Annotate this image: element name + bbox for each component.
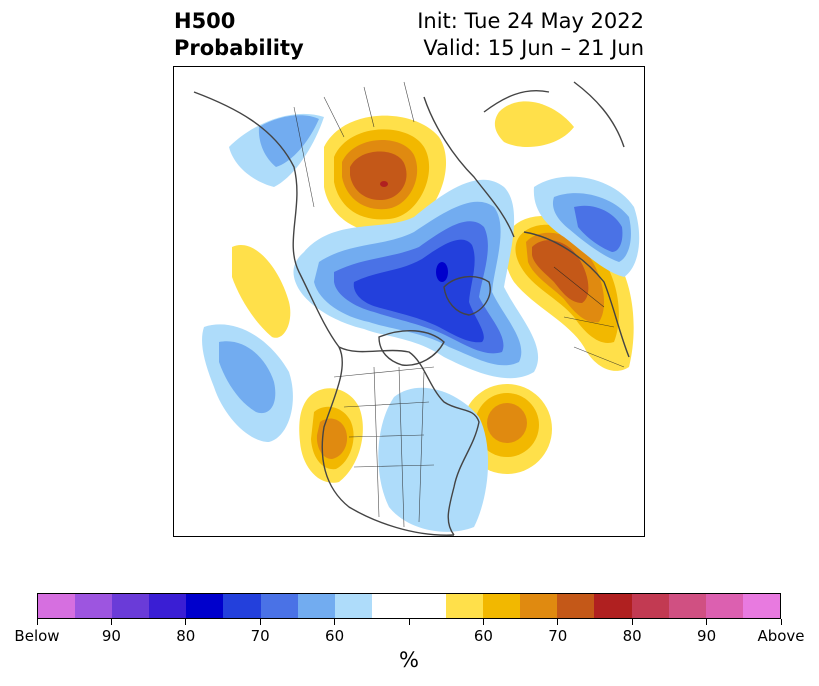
anomaly-above-western-us [299, 388, 363, 483]
colorbar-tick-label: 90 [697, 627, 717, 645]
colorbar-tick-label: Below [14, 627, 60, 645]
valid-range: Valid: 15 Jun – 21 Jun [423, 36, 644, 60]
colorbar-swatch [483, 594, 521, 618]
init-date: Init: Tue 24 May 2022 [417, 9, 644, 33]
colorbar-tick [185, 619, 187, 625]
anomaly-below-arctic [293, 179, 539, 379]
colorbar-swatch [594, 594, 632, 618]
colorbar-swatch [112, 594, 150, 618]
colorbar-tick [259, 619, 261, 625]
colorbar-swatch [75, 594, 113, 618]
colorbar-tick [110, 619, 112, 625]
colorbar-swatch [297, 594, 335, 618]
colorbar-tick-label: 60 [325, 627, 345, 645]
colorbar-tick [706, 619, 708, 625]
colorbar-tick [334, 619, 336, 625]
anomaly-below-east-siberia [533, 176, 640, 277]
anomaly-above-pacific [232, 245, 291, 338]
political-borders [293, 81, 625, 528]
anomaly-above-alaska [324, 115, 447, 233]
colorbar-swatch [371, 594, 409, 618]
colorbar-tick [780, 619, 782, 625]
colorbar-swatch [705, 594, 743, 618]
title-block-right: Init: Tue 24 May 2022 Valid: 15 Jun – 21… [417, 8, 644, 62]
colorbar-swatch [557, 594, 595, 618]
colorbar-swatch [149, 594, 187, 618]
colorbar-tick [36, 619, 38, 625]
probability-map [193, 81, 640, 536]
coastlines [193, 81, 630, 536]
colorbar-swatch [742, 594, 780, 618]
colorbar-tick-label: 70 [548, 627, 568, 645]
anomaly-below-eastern-us [378, 387, 489, 532]
map-panel [173, 66, 645, 537]
colorbar-tick [631, 619, 633, 625]
colorbar-swatch [223, 594, 261, 618]
title-block-left: H500 Probability [174, 8, 304, 62]
title-type: Probability [174, 36, 304, 60]
colorbar-tick-label: 80 [622, 627, 642, 645]
colorbar-swatch [520, 594, 558, 618]
colorbar-swatch [446, 594, 484, 618]
colorbar-tick [408, 619, 410, 625]
colorbar-swatch [334, 594, 372, 618]
anomaly-above-siberia [494, 101, 574, 147]
colorbar-swatch [260, 594, 298, 618]
colorbar [37, 593, 781, 619]
colorbar-swatch [38, 594, 76, 618]
colorbar-tick-label: 90 [101, 627, 121, 645]
title-variable: H500 [174, 9, 236, 33]
colorbar-swatch [186, 594, 224, 618]
colorbar-unit-label: % [399, 648, 419, 672]
anomaly-below-alaska-nw [229, 113, 324, 187]
colorbar-tick [482, 619, 484, 625]
colorbar-tick-label: 60 [473, 627, 493, 645]
colorbar-tick-label: 70 [250, 627, 270, 645]
colorbar-tick-label: Above [757, 627, 805, 645]
colorbar-tick [557, 619, 559, 625]
colorbar-swatch [631, 594, 669, 618]
colorbar-tick-label: 80 [176, 627, 196, 645]
anomaly-below-east-pacific [202, 324, 293, 442]
colorbar-swatch [668, 594, 706, 618]
colorbar-swatch [408, 594, 447, 618]
